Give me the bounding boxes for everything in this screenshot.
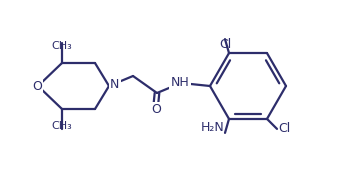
Text: Cl: Cl xyxy=(278,122,290,135)
Text: NH: NH xyxy=(171,76,189,89)
Text: N: N xyxy=(110,78,120,91)
Text: O: O xyxy=(151,103,161,116)
Text: H₂N: H₂N xyxy=(200,121,224,134)
Text: Cl: Cl xyxy=(219,38,231,51)
Text: O: O xyxy=(32,80,42,93)
Text: CH₃: CH₃ xyxy=(51,41,72,51)
Text: CH₃: CH₃ xyxy=(51,121,72,131)
